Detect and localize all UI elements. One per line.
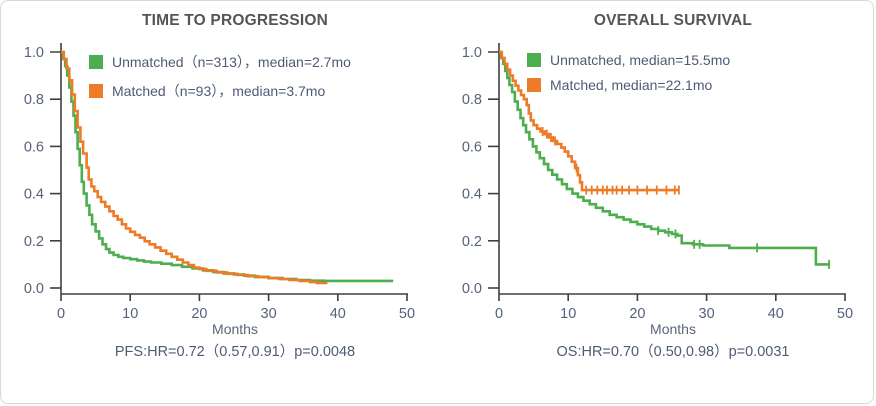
os-legend: Unmatched, median=15.5mo Matched, median… <box>527 52 730 93</box>
x-tick-label: 10 <box>560 306 576 322</box>
os-x-axis-label: Months <box>650 321 696 337</box>
legend-label-unmatched: Unmatched, median=15.5mo <box>550 52 731 68</box>
unmatched-swatch-icon <box>89 55 103 69</box>
legend-item-matched: Matched（n=93），median=3.7mo <box>89 81 351 101</box>
x-tick-label: 40 <box>768 306 784 322</box>
y-tick-label: 0.4 <box>24 187 44 203</box>
km-curve-matched <box>499 50 679 192</box>
ttp-x-axis-label: Months <box>212 321 258 337</box>
x-tick-label: 20 <box>191 306 207 322</box>
os-hr-stat-line: OS:HR=0.70（0.50,0.98）p=0.0031 <box>556 344 790 360</box>
y-tick-label: 0.2 <box>24 234 44 250</box>
x-tick-label: 10 <box>122 306 138 322</box>
legend-label-matched: Matched, median=22.1mo <box>550 77 713 93</box>
legend-item-matched: Matched, median=22.1mo <box>527 77 730 93</box>
x-tick-label: 50 <box>399 306 415 322</box>
y-tick-label: 0.0 <box>462 281 482 297</box>
y-tick-label: 0.8 <box>24 92 44 108</box>
x-tick-label: 40 <box>330 306 346 322</box>
legend-label-unmatched: Unmatched（n=313），median=2.7mo <box>112 54 351 70</box>
km-curve-matched <box>61 50 328 285</box>
x-tick-label: 50 <box>837 306 853 322</box>
x-tick-label: 0 <box>495 306 503 322</box>
chart-title-os: OVERALL SURVIVAL <box>593 12 753 29</box>
y-tick-label: 1.0 <box>462 45 482 61</box>
ttp-legend: Unmatched（n=313），median=2.7mo Matched（n=… <box>89 52 351 101</box>
panel-time-to-progression: TIME TO PROGRESSION 1.0 0.8 0.6 0.4 0.2 0.0 0 1… <box>1 1 439 403</box>
y-tick-label: 0.2 <box>462 234 482 250</box>
legend-label-matched: Matched（n=93），median=3.7mo <box>112 83 326 99</box>
os-plot: 1.0 0.8 0.6 0.4 0.2 0.0 0 10 20 30 40 50 <box>462 43 853 322</box>
legend-item-unmatched: Unmatched（n=313），median=2.7mo <box>89 52 351 72</box>
unmatched-swatch-icon <box>527 53 541 67</box>
y-tick-label: 0.6 <box>24 139 44 155</box>
ttp-hr-stat-line: PFS:HR=0.72（0.57,0.91）p=0.0048 <box>114 344 356 360</box>
y-tick-label: 0.8 <box>462 92 482 108</box>
y-tick-label: 0.4 <box>462 187 482 203</box>
y-tick-label: 0.6 <box>462 139 482 155</box>
x-tick-label: 20 <box>629 306 645 322</box>
x-tick-label: 30 <box>699 306 715 322</box>
y-tick-label: 0.0 <box>24 281 44 297</box>
legend-item-unmatched: Unmatched, median=15.5mo <box>527 52 730 68</box>
panel-overall-survival: OVERALL SURVIVAL 1.0 0.8 0.6 0.4 0.2 0.0 0 10 20… <box>439 1 873 403</box>
x-tick-label: 0 <box>57 306 65 322</box>
y-tick-label: 1.0 <box>24 45 44 61</box>
matched-swatch-icon <box>527 78 541 92</box>
ttp-plot: 1.0 0.8 0.6 0.4 0.2 0.0 0 10 20 30 40 50 <box>24 43 415 322</box>
x-tick-label: 30 <box>261 306 277 322</box>
chart-title-ttp: TIME TO PROGRESSION <box>141 12 329 29</box>
matched-swatch-icon <box>89 84 103 98</box>
